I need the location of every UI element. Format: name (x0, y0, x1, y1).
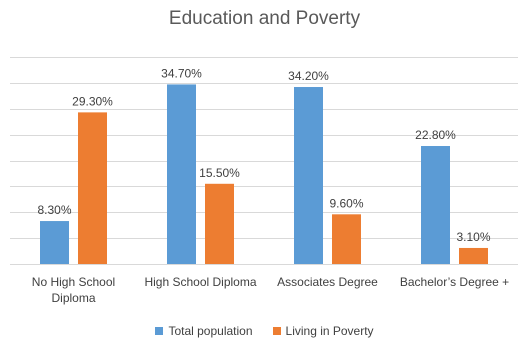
legend: Total population Living in Poverty (0, 324, 529, 338)
legend-label: Total population (168, 324, 253, 338)
bar-total-population (294, 87, 323, 264)
bar-total-population (167, 84, 196, 265)
data-label: 15.50% (199, 166, 240, 180)
legend-item-total-population: Total population (155, 324, 253, 338)
data-label: 29.30% (72, 94, 113, 108)
bar-living-in-poverty (332, 214, 361, 264)
data-label: 3.10% (456, 230, 490, 244)
chart-title: Education and Poverty (168, 8, 361, 29)
data-label: 22.80% (415, 128, 456, 142)
category-label: Associates Degree (277, 275, 378, 289)
bars (40, 84, 488, 265)
bar-total-population (40, 221, 69, 264)
bar-total-population (421, 146, 450, 264)
legend-label: Living in Poverty (285, 324, 374, 338)
category-labels: No High School Diploma High School Diploma… (32, 275, 509, 305)
bar-living-in-poverty (459, 247, 488, 264)
data-labels: 8.30% 29.30% 34.70% 15.50% 34.20% 9.60% 22.80%… (37, 66, 490, 244)
data-label: 34.70% (161, 66, 202, 80)
legend-item-living-in-poverty: Living in Poverty (272, 324, 374, 338)
category-label: Bachelor’s Degree + (400, 275, 509, 289)
data-label: 34.20% (288, 69, 329, 83)
category-label: No High School (32, 275, 115, 289)
chart-plot-area: 8.30% 29.30% 34.70% 15.50% 34.20% 9.60% 22.80%… (10, 57, 518, 305)
data-label: 8.30% (37, 203, 71, 217)
bar-living-in-poverty (78, 112, 107, 264)
data-label: 9.60% (329, 196, 363, 210)
legend-swatch (155, 327, 164, 335)
bar-living-in-poverty (205, 183, 234, 264)
category-label: High School Diploma (144, 275, 256, 289)
category-label: Diploma (51, 291, 95, 305)
legend-swatch (272, 327, 281, 335)
